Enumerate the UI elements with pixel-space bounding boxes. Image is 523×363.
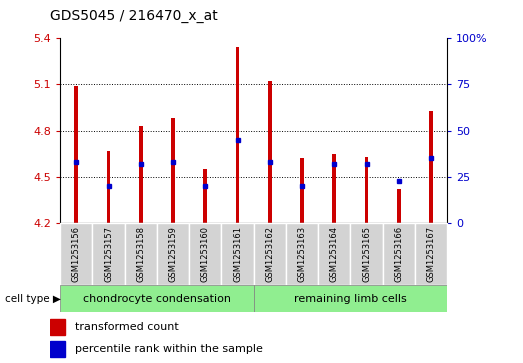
Text: GSM1253166: GSM1253166 [394,226,403,282]
Text: remaining limb cells: remaining limb cells [294,294,407,303]
Text: GSM1253160: GSM1253160 [201,226,210,282]
FancyBboxPatch shape [415,223,447,285]
Bar [235,48,240,223]
FancyBboxPatch shape [189,223,221,285]
FancyBboxPatch shape [350,223,383,285]
Bar [107,151,110,223]
Bar [268,81,272,223]
Bar [365,157,369,223]
FancyBboxPatch shape [254,285,447,311]
Text: GSM1253156: GSM1253156 [72,226,81,282]
Bar [203,169,207,223]
Text: GSM1253161: GSM1253161 [233,226,242,282]
Bar [50,319,65,335]
Bar [397,189,401,223]
FancyBboxPatch shape [60,285,254,311]
Text: GSM1253159: GSM1253159 [168,226,177,282]
Bar [300,159,304,223]
FancyBboxPatch shape [157,223,189,285]
Text: GDS5045 / 216470_x_at: GDS5045 / 216470_x_at [50,9,218,23]
Text: GSM1253157: GSM1253157 [104,226,113,282]
Text: GSM1253158: GSM1253158 [137,226,145,282]
Text: GSM1253164: GSM1253164 [330,226,339,282]
FancyBboxPatch shape [124,223,157,285]
Text: GSM1253163: GSM1253163 [298,226,306,282]
FancyBboxPatch shape [318,223,350,285]
Text: GSM1253167: GSM1253167 [427,226,436,282]
FancyBboxPatch shape [383,223,415,285]
Text: GSM1253165: GSM1253165 [362,226,371,282]
Bar [50,340,65,357]
FancyBboxPatch shape [286,223,318,285]
Bar [74,86,78,223]
Bar [332,154,336,223]
Text: cell type ▶: cell type ▶ [5,294,61,303]
Text: chondrocyte condensation: chondrocyte condensation [83,294,231,303]
Bar [429,111,433,223]
Text: GSM1253162: GSM1253162 [265,226,274,282]
Text: transformed count: transformed count [75,322,178,332]
Bar [171,118,175,223]
Bar [139,126,143,223]
FancyBboxPatch shape [60,223,93,285]
FancyBboxPatch shape [93,223,124,285]
Text: percentile rank within the sample: percentile rank within the sample [75,344,263,354]
FancyBboxPatch shape [254,223,286,285]
FancyBboxPatch shape [221,223,254,285]
